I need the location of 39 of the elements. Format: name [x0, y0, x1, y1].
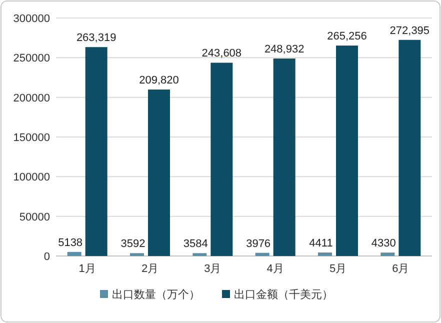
x-tick-label: 4月 — [266, 263, 284, 275]
y-tick-label: 0 — [44, 251, 50, 263]
bar — [67, 252, 82, 256]
y-tick-label: 100000 — [13, 172, 50, 184]
y-tick-label: 300000 — [13, 13, 50, 25]
y-tick-label: 250000 — [13, 52, 50, 65]
data-label: 3584 — [183, 238, 208, 250]
x-tick-label: 2月 — [141, 263, 159, 275]
data-label: 272,395 — [390, 24, 430, 37]
bar — [148, 90, 170, 256]
data-label: 4411 — [309, 238, 333, 250]
data-label: 243,608 — [202, 48, 242, 60]
x-tick-label: 5月 — [329, 263, 347, 275]
y-tick-label: 150000 — [13, 132, 50, 144]
x-tick-label: 6月 — [392, 263, 410, 275]
bar — [130, 253, 144, 256]
bar — [85, 47, 108, 256]
data-label: 3976 — [246, 238, 271, 250]
data-label: 263,319 — [76, 32, 116, 44]
x-tick-label: 3月 — [204, 263, 222, 275]
legend-label: 出口金额（千美元） — [234, 288, 333, 301]
data-label: 5138 — [58, 236, 83, 249]
bar — [255, 252, 270, 256]
bar — [380, 252, 395, 256]
bar — [210, 62, 233, 256]
x-tick-label: 1月 — [78, 263, 96, 275]
data-label: 3592 — [120, 238, 146, 250]
data-label: 265,256 — [327, 30, 367, 43]
bar — [398, 40, 421, 256]
y-tick-label: 200000 — [13, 92, 50, 104]
bar — [336, 46, 358, 256]
bar — [318, 252, 332, 256]
legend-label: 出口数量（万个） — [112, 288, 200, 301]
bar — [192, 253, 207, 256]
data-label: 4330 — [371, 238, 396, 250]
bar — [273, 58, 296, 256]
data-label: 248,932 — [264, 44, 304, 56]
y-tick-label: 50000 — [19, 211, 50, 224]
data-label: 209,820 — [139, 74, 179, 87]
